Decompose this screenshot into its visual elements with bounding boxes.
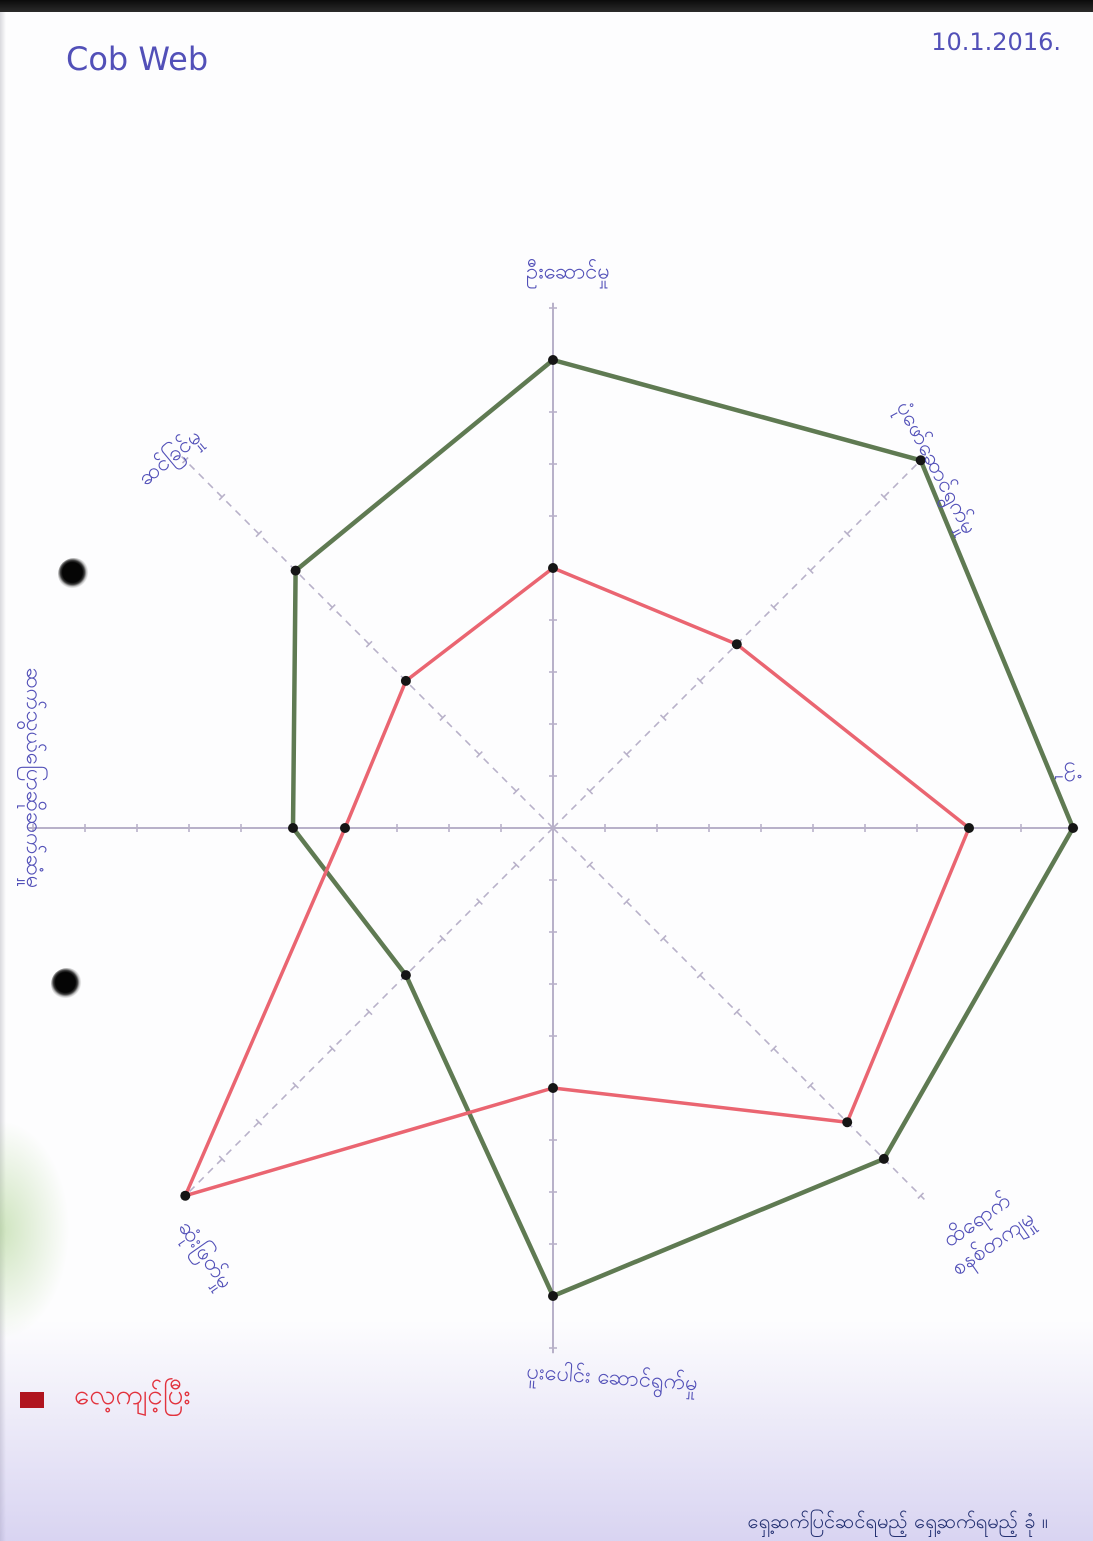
data-point <box>964 823 974 833</box>
data-point <box>548 1291 558 1301</box>
axis-tick <box>659 934 667 942</box>
chart-title: Cob Web <box>66 40 209 78</box>
axis-tick <box>623 751 630 758</box>
axis-label-west: ဆက်သွယ်ပြောဆိုဆက်ဆံမှု <box>20 667 46 889</box>
axis-tick <box>696 971 704 979</box>
axis-tick <box>439 714 447 722</box>
punch-hole <box>58 558 90 590</box>
series-line-1 <box>183 566 971 1198</box>
axis-line <box>181 827 554 1200</box>
axis-tick <box>770 1045 777 1052</box>
axis-tick <box>512 861 520 869</box>
axis-tick <box>329 604 336 611</box>
axis-tick <box>807 1082 814 1089</box>
data-point <box>548 563 558 573</box>
axis-tick <box>292 1082 299 1089</box>
axis-tick <box>476 751 483 758</box>
axis-tick <box>218 1155 226 1163</box>
axis-tick <box>880 493 888 501</box>
legend-swatch <box>20 1392 44 1408</box>
photo-top-edge <box>0 0 1093 12</box>
date-label: 10.1.2016. <box>931 28 1061 56</box>
axis-tick <box>255 1118 263 1126</box>
series-group <box>180 355 1078 1301</box>
axis-tick <box>807 567 814 574</box>
legend-label: လေ့ကျင့်ပြီး <box>74 1378 191 1411</box>
axis-tick <box>733 1008 741 1016</box>
axis-tick <box>917 1192 925 1200</box>
axis-tick <box>365 1008 373 1016</box>
data-point <box>288 823 298 833</box>
data-point <box>400 675 411 686</box>
photo-shadow <box>0 1320 1093 1541</box>
axis-tick <box>218 493 226 501</box>
axis-tick <box>181 456 189 464</box>
axis-tick <box>365 640 373 648</box>
axis-tick <box>476 898 483 905</box>
data-point <box>548 1083 558 1093</box>
data-point <box>731 639 742 650</box>
photo-color-cast <box>0 1120 70 1340</box>
axis-label-north: ဦးဆောင်မှု <box>526 259 610 285</box>
axis-tick <box>696 677 704 685</box>
axis-tick <box>255 530 263 538</box>
data-point <box>400 970 411 981</box>
axis-label-east: ယုံ <box>1058 761 1084 783</box>
axis-line <box>552 827 925 1200</box>
data-point <box>1068 823 1078 833</box>
footer-note: ရှေ့ဆက်ပြင်ဆင်ရမည့် ရှေ့ဆက်ရမည့် ခုံ ။ <box>747 1509 1048 1533</box>
data-point <box>290 565 301 576</box>
data-point <box>340 823 350 833</box>
data-point <box>878 1153 889 1164</box>
punch-hole <box>51 968 83 1000</box>
photo-left-edge <box>0 12 6 1541</box>
axis-tick <box>843 530 851 538</box>
data-point <box>548 355 558 365</box>
axis-tick <box>623 898 630 905</box>
axis-tick <box>439 934 447 942</box>
axis-tick <box>586 787 594 795</box>
axis-tick <box>659 714 667 722</box>
axis-tick <box>329 1045 336 1052</box>
data-point <box>842 1117 853 1128</box>
data-point <box>915 455 926 466</box>
axis-tick <box>512 787 520 795</box>
axis-tick <box>586 861 594 869</box>
axis-tick <box>770 604 777 611</box>
data-point <box>180 1190 191 1201</box>
axis-line <box>181 456 554 829</box>
